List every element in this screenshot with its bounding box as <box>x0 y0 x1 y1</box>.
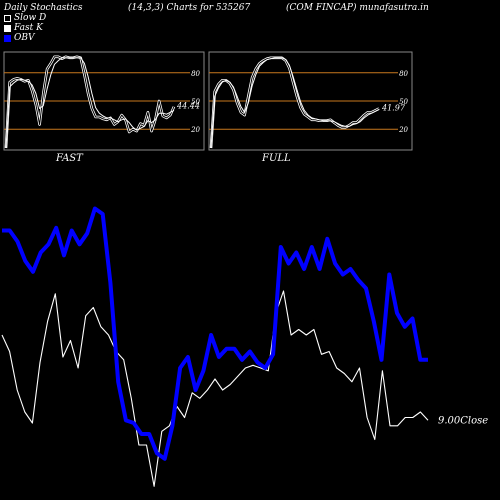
y-tick-label-fast: 20 <box>190 126 200 134</box>
last-value-label-full: 41.97 <box>381 104 406 113</box>
legend-label-obv: OBV <box>14 33 35 43</box>
chart-title: Daily Stochastics <box>4 3 83 13</box>
series-line-fast-d <box>5 57 175 149</box>
y-tick-label-full: 50 <box>399 98 408 106</box>
legend-label-fast-k: Fast K <box>14 23 43 33</box>
series-line-full-d <box>210 57 380 149</box>
series-line-full-k-core <box>210 57 380 149</box>
y-tick-label-full: 20 <box>398 126 408 134</box>
chart-params: (14,3,3) Charts for 535267 <box>128 3 251 13</box>
legend-item-fast-k: Fast K <box>4 23 43 33</box>
y-tick-label-fast: 80 <box>191 70 200 78</box>
legend-item-obv: OBV <box>4 33 35 43</box>
legend-swatch-obv <box>4 34 11 42</box>
legend-item-slow-d: Slow D <box>4 13 46 23</box>
panel-label-full: FULL <box>262 153 291 164</box>
panel-label-fast: FAST <box>56 153 83 164</box>
series-line-fast-k-core <box>5 56 175 149</box>
obv-line <box>2 206 428 461</box>
legend-swatch-fast-k <box>4 24 11 32</box>
close-line <box>1 290 429 487</box>
legend-label-slow-d: Slow D <box>14 13 47 23</box>
close-value-label: 9.00Close <box>438 415 488 426</box>
last-value-label-fast: 44.44 <box>176 102 200 111</box>
y-tick-label-full: 80 <box>399 70 408 78</box>
legend-swatch-slow-d <box>4 14 11 22</box>
y-tick-label-fast: 50 <box>191 98 200 106</box>
chart-source: (COM FINCAP) munafasutra.in <box>286 3 429 13</box>
